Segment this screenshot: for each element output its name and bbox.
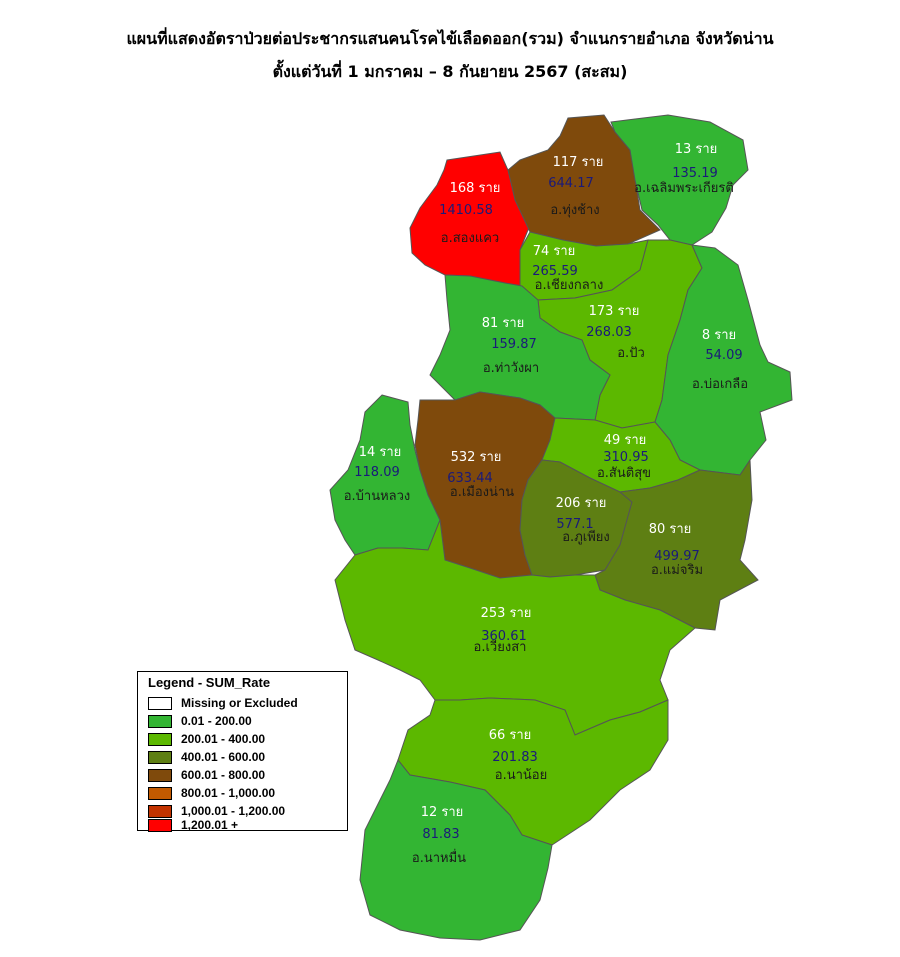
district-cases: 206 ราย xyxy=(556,496,607,511)
district-label-bokluea: 8 ราย 54.09 อ.บ่อเกลือ xyxy=(692,328,748,392)
district-cases: 253 ราย xyxy=(481,606,532,621)
legend-label: 0.01 - 200.00 xyxy=(181,714,252,728)
district-name: อ.ภูเพียง xyxy=(562,529,610,545)
district-cases: 168 ราย xyxy=(450,181,501,196)
district-rate: 268.03 xyxy=(586,325,632,340)
district-name: อ.เมืองน่าน xyxy=(450,484,514,500)
legend-swatch xyxy=(148,715,172,728)
map-subtitle: ตั้งแต่วันที่ 1 มกราคม – 8 กันยายน 2567 … xyxy=(272,62,628,81)
district-label-pua: 173 ราย 268.03 อ.ปัว xyxy=(586,304,645,361)
map-legend: Legend - SUM_Rate Missing or Excluded 0.… xyxy=(137,671,348,832)
legend-swatch xyxy=(148,751,172,764)
legend-swatch xyxy=(148,805,172,818)
district-rate: 644.17 xyxy=(548,176,594,191)
legend-swatch xyxy=(148,819,172,832)
district-name: อ.บ่อเกลือ xyxy=(692,376,748,392)
legend-label: 200.01 - 400.00 xyxy=(181,732,266,746)
district-area-chaloem[interactable] xyxy=(610,114,749,246)
legend-swatch xyxy=(148,733,172,746)
district-rate: 633.44 xyxy=(447,471,493,486)
district-cases: 14 ราย xyxy=(359,445,402,460)
legend-swatch xyxy=(148,787,172,800)
district-rate: 118.09 xyxy=(354,465,400,480)
district-area-namuen[interactable] xyxy=(359,759,553,941)
district-rate: 499.97 xyxy=(654,549,700,564)
district-label-wiangsa: 253 ราย 360.61 อ.เวียงสา xyxy=(474,606,532,655)
district-label-chaloem: 13 ราย 135.19 อ.เฉลิมพระเกียรติ xyxy=(634,142,734,196)
district-label-songkhwae: 168 ราย 1410.58 อ.สองแคว xyxy=(439,181,500,246)
district-rate: 81.83 xyxy=(422,827,459,842)
district-cases: 532 ราย xyxy=(451,450,502,465)
legend-label: Missing or Excluded xyxy=(181,696,298,710)
district-cases: 8 ราย xyxy=(702,328,736,343)
district-cases: 66 ราย xyxy=(489,728,532,743)
district-name: อ.สันติสุข xyxy=(597,466,651,481)
district-rate: 1410.58 xyxy=(439,203,493,218)
district-rate: 159.87 xyxy=(491,337,537,352)
district-rate: 310.95 xyxy=(603,450,649,465)
district-area-maecharim[interactable] xyxy=(594,458,759,631)
district-name: อ.สองแคว xyxy=(441,231,499,246)
district-label-phuphiang: 206 ราย 577.1 อ.ภูเพียง xyxy=(556,496,610,545)
district-label-nanoi: 66 ราย 201.83 อ.นาน้อย xyxy=(489,728,548,783)
district-cases: 49 ราย xyxy=(604,433,647,448)
district-cases: 117 ราย xyxy=(553,155,604,170)
district-label-maecharim: 80 ราย 499.97 อ.แม่จริม xyxy=(649,522,703,578)
district-name: อ.ทุ่งช้าง xyxy=(550,203,599,218)
district-name: อ.บ้านหลวง xyxy=(344,489,411,504)
district-cases: 12 ราย xyxy=(421,805,464,820)
district-cases: 80 ราย xyxy=(649,522,692,537)
district-cases: 81 ราย xyxy=(482,316,525,331)
district-label-banluang: 14 ราย 118.09 อ.บ้านหลวง xyxy=(344,445,411,504)
legend-swatch xyxy=(148,697,172,710)
map-title: แผนที่แสดงอัตราป่วยต่อประชากรแสนคนโรคไข้… xyxy=(126,29,774,48)
district-area-thawangpha[interactable] xyxy=(429,274,611,421)
legend-label: 1,000.01 - 1,200.00 xyxy=(181,804,286,818)
district-label-thawangpha: 81 ราย 159.87 อ.ท่าวังผา xyxy=(482,316,539,376)
district-label-thungchang: 117 ราย 644.17 อ.ทุ่งช้าง xyxy=(548,155,603,218)
district-cases: 74 ราย xyxy=(533,244,576,259)
district-rate: 54.09 xyxy=(705,348,742,363)
district-name: อ.ปัว xyxy=(617,346,645,361)
district-label-namuen: 12 ราย 81.83 อ.นาหมื่น xyxy=(412,805,466,866)
district-label-chiangklang: 74 ราย 265.59 อ.เชียงกลาง xyxy=(532,244,603,293)
district-name: อ.เชียงกลาง xyxy=(535,277,604,293)
district-rate: 577.1 xyxy=(556,517,593,532)
district-label-mueang: 532 ราย 633.44 อ.เมืองน่าน xyxy=(447,450,514,500)
district-label-santisuk: 49 ราย 310.95 อ.สันติสุข xyxy=(597,433,651,481)
district-rate: 360.61 xyxy=(481,629,527,644)
district-name: อ.นาหมื่น xyxy=(412,849,466,866)
legend-label: 600.01 - 800.00 xyxy=(181,768,266,782)
district-area-wiangsa[interactable] xyxy=(334,519,696,736)
district-name: อ.เวียงสา xyxy=(474,639,527,655)
legend-label: 1,200.01 + xyxy=(181,818,239,832)
district-name: อ.เฉลิมพระเกียรติ xyxy=(634,180,734,196)
legend-title: Legend - SUM_Rate xyxy=(148,675,271,690)
legend-label: 400.01 - 600.00 xyxy=(181,750,266,764)
district-name: อ.ท่าวังผา xyxy=(483,361,539,376)
district-rate: 265.59 xyxy=(532,264,578,279)
district-cases: 13 ราย xyxy=(675,142,718,157)
district-cases: 173 ราย xyxy=(589,304,640,319)
district-name: อ.แม่จริม xyxy=(651,563,703,578)
district-rate: 201.83 xyxy=(492,750,538,765)
legend-label: 800.01 - 1,000.00 xyxy=(181,786,276,800)
legend-swatch xyxy=(148,769,172,782)
district-rate: 135.19 xyxy=(672,166,718,181)
district-name: อ.นาน้อย xyxy=(495,768,547,783)
